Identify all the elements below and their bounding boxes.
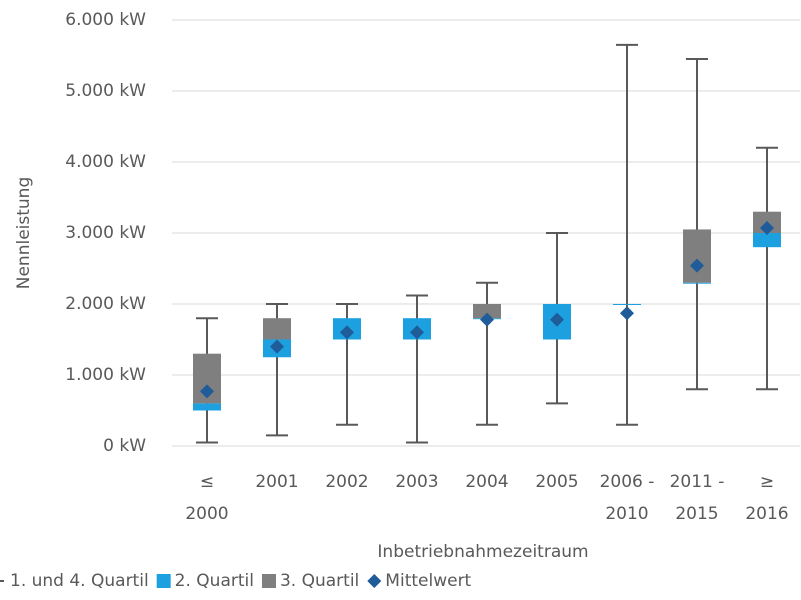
box-q2 — [683, 282, 711, 284]
x-tick-line: 2002 — [325, 472, 368, 492]
mean-marker — [620, 306, 634, 321]
x-tick-line: 2006 - — [600, 472, 655, 492]
x-tick-line: 2010 — [605, 504, 648, 524]
x-tick-line: 2005 — [535, 472, 578, 492]
mean-marker — [270, 339, 284, 354]
x-tick-label: ≥2016 — [745, 472, 788, 524]
x-tick-line: 2003 — [395, 472, 438, 492]
box-q3 — [683, 229, 711, 283]
x-tick-label: 2002 — [325, 472, 368, 492]
x-tick-line: 2004 — [465, 472, 508, 492]
y-tick-label: 2.000 kW — [65, 294, 146, 314]
y-tick-label: 4.000 kW — [65, 152, 146, 172]
x-tick-line: ≤ — [200, 472, 214, 492]
y-tick-label: 3.000 kW — [65, 223, 146, 243]
x-axis-title: Inbetriebnahmezeitraum — [377, 542, 588, 562]
x-tick-line: 2000 — [185, 504, 228, 524]
legend-marker — [156, 574, 171, 588]
x-tick-line: 2001 — [255, 472, 298, 492]
x-tick-label: 2011 - 2015 — [670, 472, 725, 524]
box-q3 — [473, 304, 501, 319]
mean-marker — [760, 221, 774, 236]
legend-marker — [261, 574, 276, 588]
y-tick-label: 0 kW — [103, 436, 146, 456]
box-q2 — [753, 233, 781, 248]
legend-marker — [367, 574, 382, 588]
mean-marker — [200, 384, 214, 399]
mean-marker — [340, 325, 354, 340]
legend-label: 2. Quartil — [175, 571, 254, 591]
x-tick-label: 2001 — [255, 472, 298, 492]
box-q2 — [193, 403, 221, 411]
x-tick-line: 2015 — [675, 504, 718, 524]
y-tick-label: 5.000 kW — [65, 81, 146, 101]
y-tick-label: 1.000 kW — [65, 365, 146, 385]
mean-marker — [480, 312, 494, 327]
x-tick-label: ≤2000 — [185, 472, 228, 524]
y-tick-label: 6.000 kW — [65, 10, 146, 30]
x-tick-label: 2003 — [395, 472, 438, 492]
x-tick-line: 2011 - — [670, 472, 725, 492]
box-q3 — [263, 318, 291, 340]
legend-label: Mittelwert — [385, 571, 471, 591]
legend-label: 3. Quartil — [280, 571, 359, 591]
mean-marker — [690, 258, 704, 273]
x-tick-line: ≥ — [760, 472, 774, 492]
legend-label: 1. und 4. Quartil — [10, 571, 149, 591]
mean-marker — [550, 312, 564, 327]
x-tick-label: 2006 - 2010 — [600, 472, 655, 524]
x-tick-label: 2004 — [465, 472, 508, 492]
box-q2 — [613, 304, 641, 305]
x-tick-label: 2005 — [535, 472, 578, 492]
mean-marker — [410, 325, 424, 340]
x-tick-line: 2016 — [745, 504, 788, 524]
y-axis-title: Nennleistung — [14, 177, 34, 290]
